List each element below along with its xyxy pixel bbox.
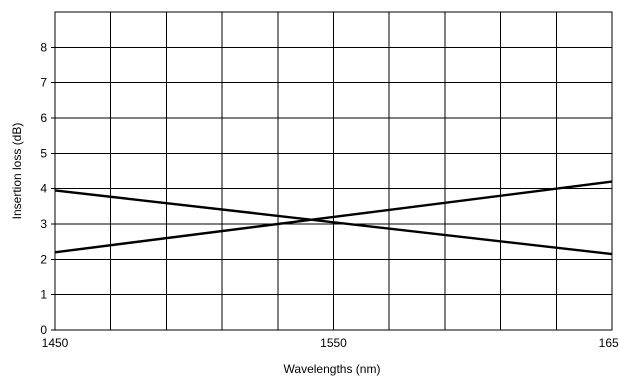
plot-area <box>54 11 613 331</box>
y-axis-label: Insertion loss (dB) <box>10 123 24 220</box>
series-line-1 <box>54 189 613 256</box>
y-tick-label: 2 <box>40 252 47 266</box>
y-tick-label: 3 <box>40 217 47 231</box>
y-tick-label: 5 <box>40 146 47 160</box>
grid <box>55 12 612 330</box>
y-tick-label: 7 <box>40 76 47 90</box>
x-tick-label: 1450 <box>42 336 69 350</box>
y-tick-label: 1 <box>40 288 47 302</box>
series-group <box>54 180 613 256</box>
y-tick-label: 0 <box>40 323 47 337</box>
series-line-2 <box>54 180 613 254</box>
y-tick-label: 8 <box>40 40 47 54</box>
y-axis-ticks: 0 1 2 3 4 5 6 7 8 <box>40 40 55 337</box>
y-tick-label: 4 <box>40 182 47 196</box>
x-axis-label: Wavelengths (nm) <box>284 362 381 376</box>
y-tick-label: 6 <box>40 111 47 125</box>
x-tick-label: 1550 <box>320 336 347 350</box>
x-tick-label: 1650 <box>599 336 619 350</box>
x-axis-ticks: 1450 1550 1650 <box>42 336 619 350</box>
